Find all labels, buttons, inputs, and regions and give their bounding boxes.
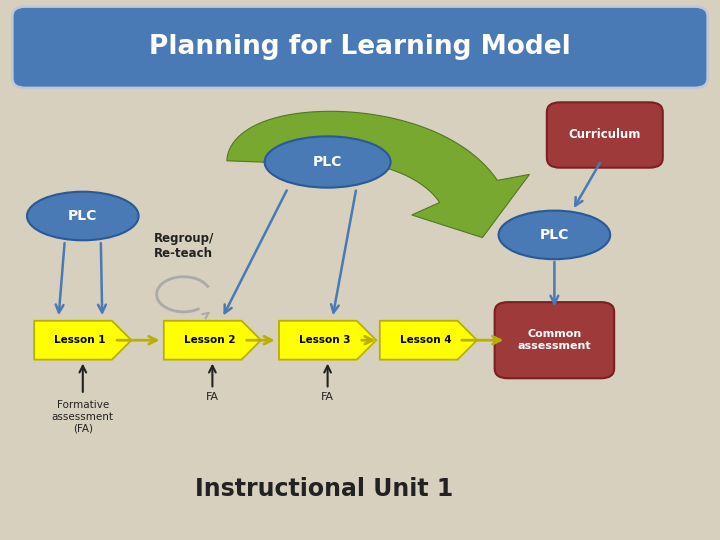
Polygon shape — [163, 321, 261, 360]
Text: Common
assessment: Common assessment — [518, 329, 591, 351]
Text: Formative
assessment
(FA): Formative assessment (FA) — [52, 400, 114, 433]
Text: Lesson 2: Lesson 2 — [184, 335, 235, 345]
Text: PLC: PLC — [68, 209, 97, 223]
Text: Regroup/
Re-teach: Regroup/ Re-teach — [153, 232, 214, 260]
Polygon shape — [279, 321, 376, 360]
Polygon shape — [35, 321, 132, 360]
Polygon shape — [380, 321, 477, 360]
Ellipse shape — [265, 137, 391, 187]
FancyBboxPatch shape — [12, 6, 708, 88]
Ellipse shape — [498, 211, 610, 259]
Text: FA: FA — [206, 392, 219, 402]
Text: Curriculum: Curriculum — [569, 129, 641, 141]
Polygon shape — [227, 111, 529, 238]
Ellipse shape — [27, 192, 139, 240]
Text: PLC: PLC — [313, 155, 342, 169]
Text: Lesson 1: Lesson 1 — [54, 335, 106, 345]
FancyBboxPatch shape — [547, 102, 662, 167]
Text: Lesson 3: Lesson 3 — [299, 335, 351, 345]
Text: Planning for Learning Model: Planning for Learning Model — [149, 34, 571, 60]
Text: Lesson 4: Lesson 4 — [400, 335, 451, 345]
FancyBboxPatch shape — [495, 302, 614, 378]
Text: Instructional Unit 1: Instructional Unit 1 — [195, 477, 453, 501]
Text: PLC: PLC — [540, 228, 569, 242]
Text: FA: FA — [321, 392, 334, 402]
